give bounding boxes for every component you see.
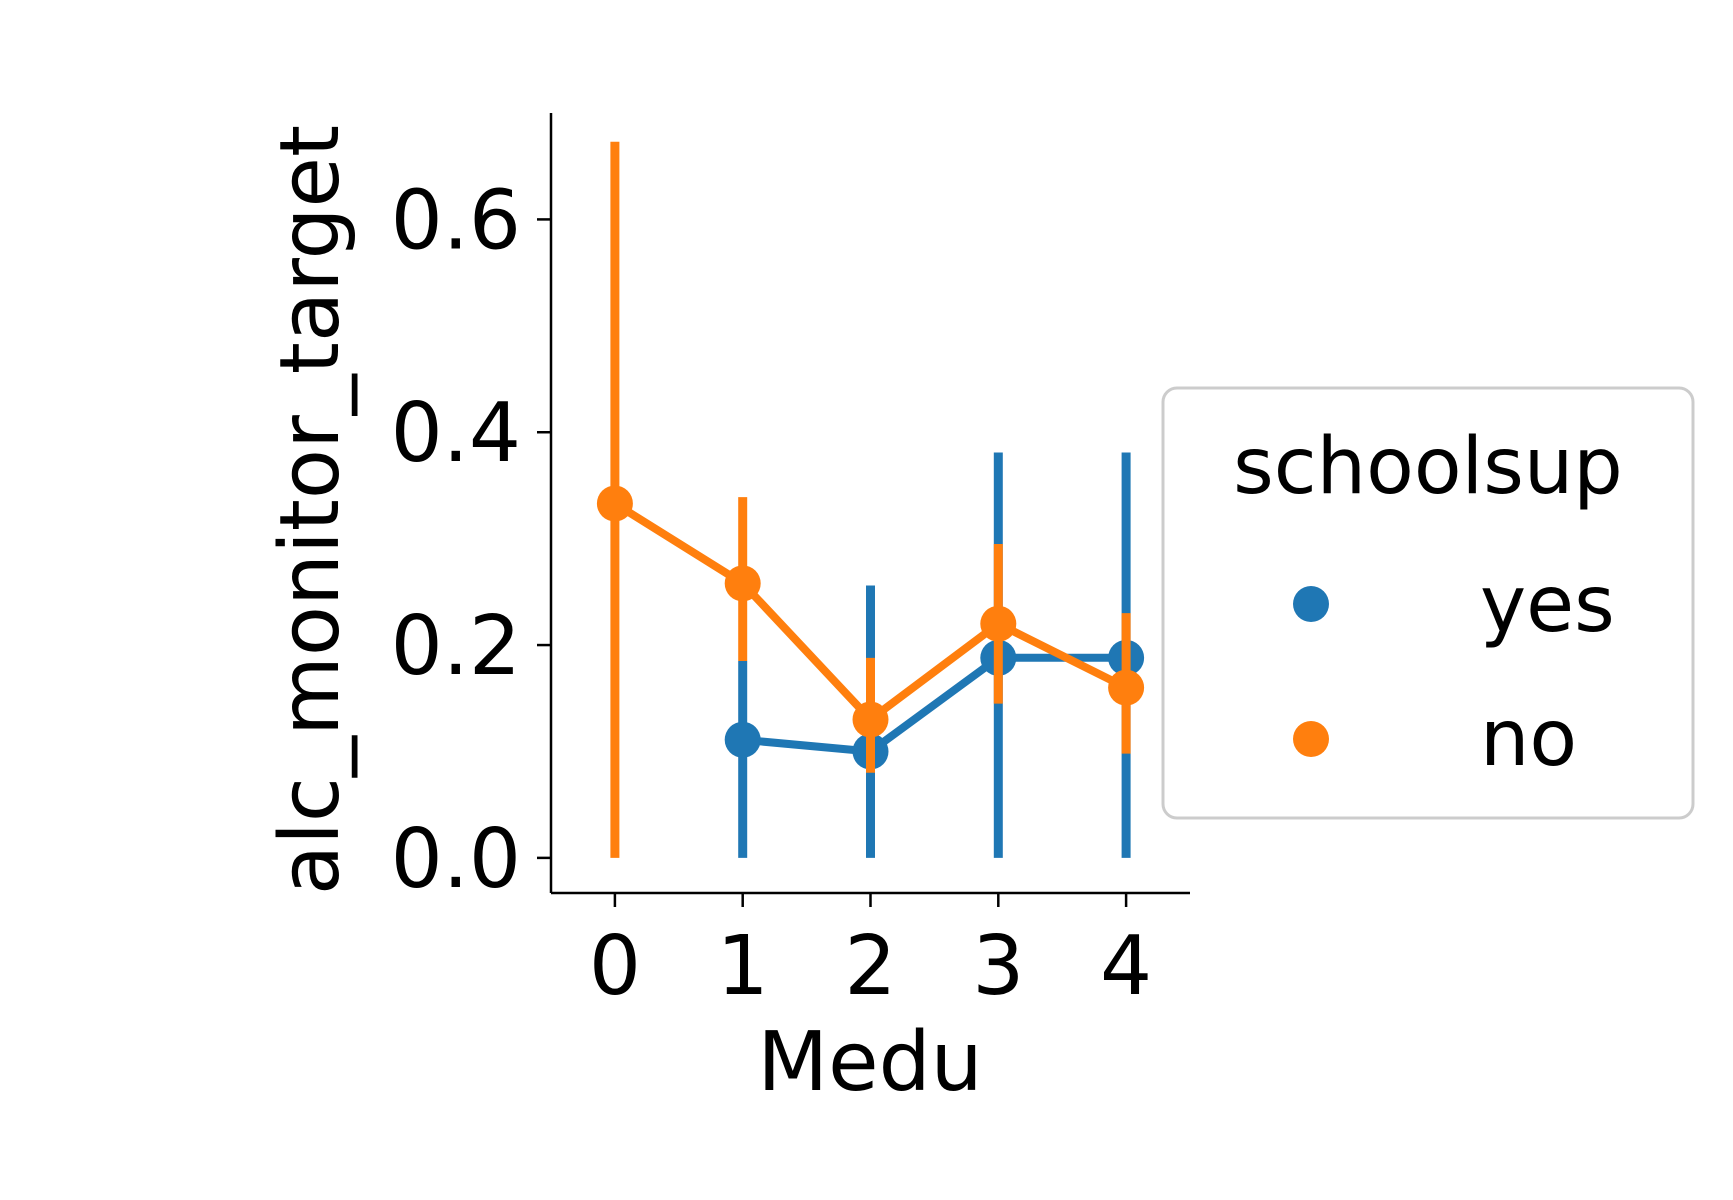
y-tick-label: 0.6 — [391, 173, 521, 268]
series-no — [596, 141, 1145, 858]
y-axis-label: alc_monitor_target — [263, 125, 358, 895]
series-yes — [724, 452, 1145, 858]
data-point — [852, 701, 889, 738]
y-tick-label: 0.4 — [391, 386, 521, 481]
legend-marker-yes — [1293, 586, 1329, 622]
legend-label-no: no — [1480, 694, 1577, 784]
y-tick-label: 0.2 — [391, 599, 521, 694]
legend: schoolsup yes no — [1161, 386, 1695, 820]
data-point — [724, 565, 761, 602]
data-point — [1108, 669, 1145, 706]
legend-label-yes: yes — [1480, 560, 1615, 650]
data-point — [596, 485, 633, 522]
legend-frame — [1161, 386, 1695, 820]
legend-marker-no — [1293, 721, 1329, 757]
x-axis-label: Medu — [757, 1015, 982, 1110]
x-tick-label: 4 — [1100, 919, 1152, 1014]
data-point — [980, 605, 1017, 642]
x-tick-label: 2 — [844, 919, 896, 1014]
x-tick-label: 0 — [589, 919, 641, 1014]
y-tick-label: 0.0 — [391, 812, 521, 907]
data-point — [724, 721, 761, 758]
plot-area — [596, 141, 1145, 858]
legend-title: schoolsup — [1233, 422, 1623, 512]
x-tick-label: 3 — [972, 919, 1024, 1014]
axes: 0.0 0.2 0.4 0.6 0 1 2 3 4 — [391, 113, 1190, 1014]
x-tick-label: 1 — [717, 919, 769, 1014]
